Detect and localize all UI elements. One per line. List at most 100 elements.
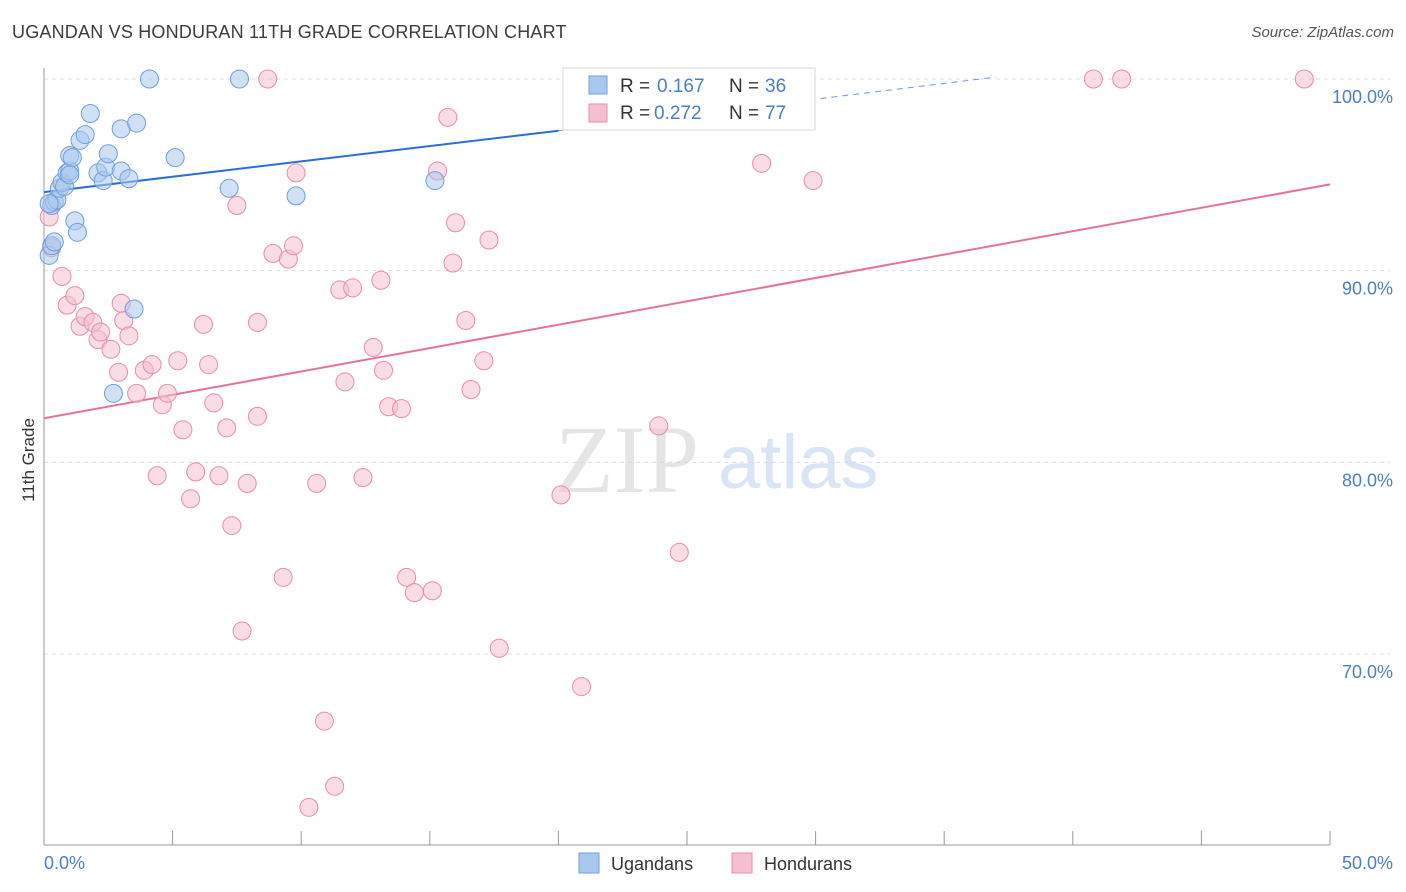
point-ugandan xyxy=(98,144,118,164)
point-honduran xyxy=(479,230,499,250)
point-honduran xyxy=(489,638,509,658)
point-ugandan xyxy=(124,299,144,319)
point-honduran xyxy=(446,213,466,233)
point-honduran xyxy=(438,107,458,127)
point-ugandan xyxy=(286,186,306,206)
point-honduran xyxy=(307,473,327,493)
point-honduran xyxy=(222,516,242,536)
x-tick-label: 0.0% xyxy=(44,853,85,873)
point-honduran xyxy=(325,776,345,796)
point-honduran xyxy=(649,416,669,436)
point-honduran xyxy=(247,312,267,332)
point-ugandan xyxy=(119,169,139,189)
point-honduran xyxy=(422,581,442,601)
point-honduran xyxy=(193,314,213,334)
point-ugandan xyxy=(62,148,82,168)
point-honduran xyxy=(343,278,363,298)
stats-legend: R = 0.167 N = 36 R = 0.272 N = 77 xyxy=(562,67,816,131)
point-honduran xyxy=(147,466,167,486)
point-ugandan xyxy=(425,171,445,191)
bottom-label-hondurans: Hondurans xyxy=(764,854,852,874)
point-honduran xyxy=(669,542,689,562)
point-ugandan xyxy=(219,178,239,198)
point-honduran xyxy=(209,466,229,486)
point-ugandan xyxy=(67,222,87,242)
point-honduran xyxy=(199,355,219,375)
legend-n-label-2: N = xyxy=(729,103,759,124)
point-ugandan xyxy=(39,194,59,214)
point-honduran xyxy=(186,462,206,482)
point-honduran xyxy=(258,69,278,89)
point-ugandan xyxy=(80,104,100,123)
point-honduran xyxy=(283,236,303,256)
point-honduran xyxy=(474,351,494,371)
point-ugandan xyxy=(60,165,80,185)
legend-r-label-2: R = xyxy=(620,103,650,124)
tick-labels: 70.0% 80.0% 90.0% 100.0% 0.0% 50.0% xyxy=(44,87,1393,873)
y-axis-title: 11th Grade xyxy=(19,418,38,502)
point-honduran xyxy=(101,339,121,359)
point-honduran xyxy=(299,797,319,817)
point-ugandan xyxy=(127,113,147,133)
point-honduran xyxy=(1112,69,1132,89)
point-ugandan xyxy=(139,69,159,89)
axes xyxy=(43,68,1331,846)
point-ugandan xyxy=(103,383,123,403)
point-honduran xyxy=(363,337,383,357)
legend-r-value-2: 0.272 xyxy=(654,103,702,124)
series-legend: Ugandans Hondurans xyxy=(578,852,852,874)
point-honduran xyxy=(65,286,85,306)
point-honduran xyxy=(353,468,373,488)
point-honduran xyxy=(204,393,224,413)
point-honduran xyxy=(273,567,293,587)
point-honduran xyxy=(397,567,417,587)
point-honduran xyxy=(752,153,772,173)
y-tick-label: 90.0% xyxy=(1342,279,1393,299)
point-honduran xyxy=(456,311,476,330)
point-honduran xyxy=(109,362,129,382)
y-tick-label: 70.0% xyxy=(1342,662,1393,682)
point-honduran xyxy=(286,163,306,183)
point-honduran xyxy=(803,171,823,191)
point-honduran xyxy=(91,322,111,342)
point-honduran xyxy=(314,711,334,731)
point-honduran xyxy=(119,326,139,346)
point-honduran xyxy=(1083,69,1103,89)
trend-line-hondurans xyxy=(43,183,1331,420)
point-honduran xyxy=(335,372,355,392)
point-honduran xyxy=(1294,69,1314,89)
point-honduran xyxy=(127,383,147,403)
point-honduran xyxy=(232,621,252,641)
watermark-zip: ZIP xyxy=(555,406,699,513)
data-points xyxy=(39,69,1314,817)
legend-r-label-1: R = xyxy=(620,76,650,97)
point-honduran xyxy=(392,399,412,419)
gridlines xyxy=(44,78,1390,655)
point-honduran xyxy=(181,489,201,509)
bottom-swatch-ugandans xyxy=(578,852,600,874)
source-label: Source: ZipAtlas.com xyxy=(1251,24,1394,41)
point-honduran xyxy=(374,360,394,380)
point-honduran xyxy=(52,266,72,286)
point-honduran xyxy=(404,583,424,603)
point-ugandan xyxy=(165,148,185,168)
chart-title: UGANDAN VS HONDURAN 11TH GRADE CORRELATI… xyxy=(12,22,567,42)
point-ugandan xyxy=(44,232,64,252)
point-honduran xyxy=(173,420,193,440)
x-tick-label: 50.0% xyxy=(1342,853,1393,873)
point-honduran xyxy=(227,196,247,215)
point-honduran xyxy=(157,383,177,403)
legend-n-value-1: 36 xyxy=(765,76,786,97)
legend-n-value-2: 77 xyxy=(765,103,786,124)
legend-swatch-hondurans xyxy=(588,103,608,123)
point-honduran xyxy=(217,418,237,438)
legend-r-value-1: 0.167 xyxy=(657,76,705,97)
point-honduran xyxy=(572,677,592,697)
point-honduran xyxy=(443,253,463,273)
watermark-atlas: atlas xyxy=(718,420,879,505)
point-honduran xyxy=(551,485,571,505)
point-honduran xyxy=(237,473,257,493)
point-honduran xyxy=(371,270,391,290)
y-tick-label: 80.0% xyxy=(1342,470,1393,490)
